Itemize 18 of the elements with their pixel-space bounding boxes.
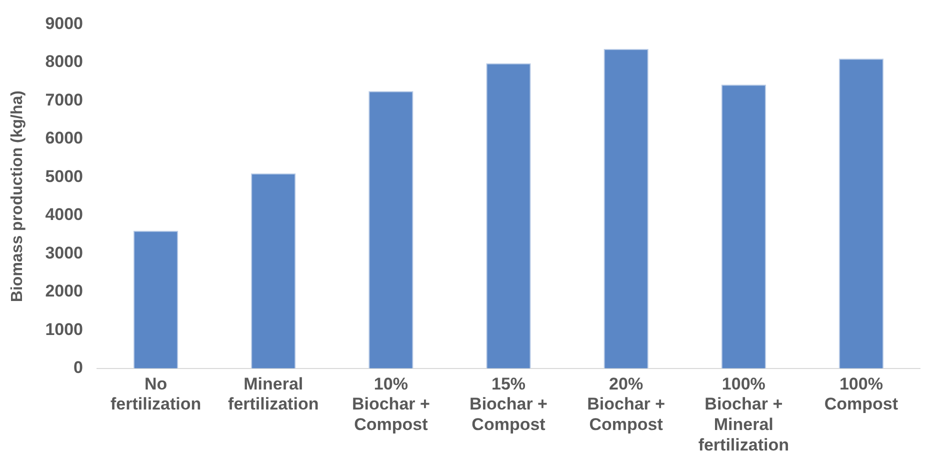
y-tick-label: 3000	[45, 243, 84, 262]
x-tick-label: 10% Biochar + Compost	[352, 374, 430, 434]
y-tick-label: 0	[74, 358, 84, 378]
x-tick-label: No fertilization	[110, 374, 202, 414]
y-tick-label: 9000	[45, 14, 84, 33]
y-tick-label: 8000	[45, 52, 84, 72]
y-tick-label: 2000	[45, 282, 84, 301]
y-tick-label: 7000	[45, 90, 84, 110]
x-tick-label: 15% Biochar + Compost	[470, 374, 548, 434]
y-tick-label: 6000	[45, 128, 84, 148]
y-tick-label: 5000	[45, 166, 84, 186]
x-tick-label: 20% Biochar + Compost	[587, 374, 666, 434]
y-tick-label: 4000	[45, 205, 84, 224]
y-tick-label: 1000	[45, 320, 84, 339]
x-tick-label: Mineral fertilization	[228, 374, 319, 414]
x-tick-label: 100% Compost	[824, 374, 898, 414]
x-tick-label: 100% Biochar + Mineral fertilization	[698, 374, 789, 454]
y-axis-title: Biomass production (kg/ha)	[9, 90, 26, 302]
